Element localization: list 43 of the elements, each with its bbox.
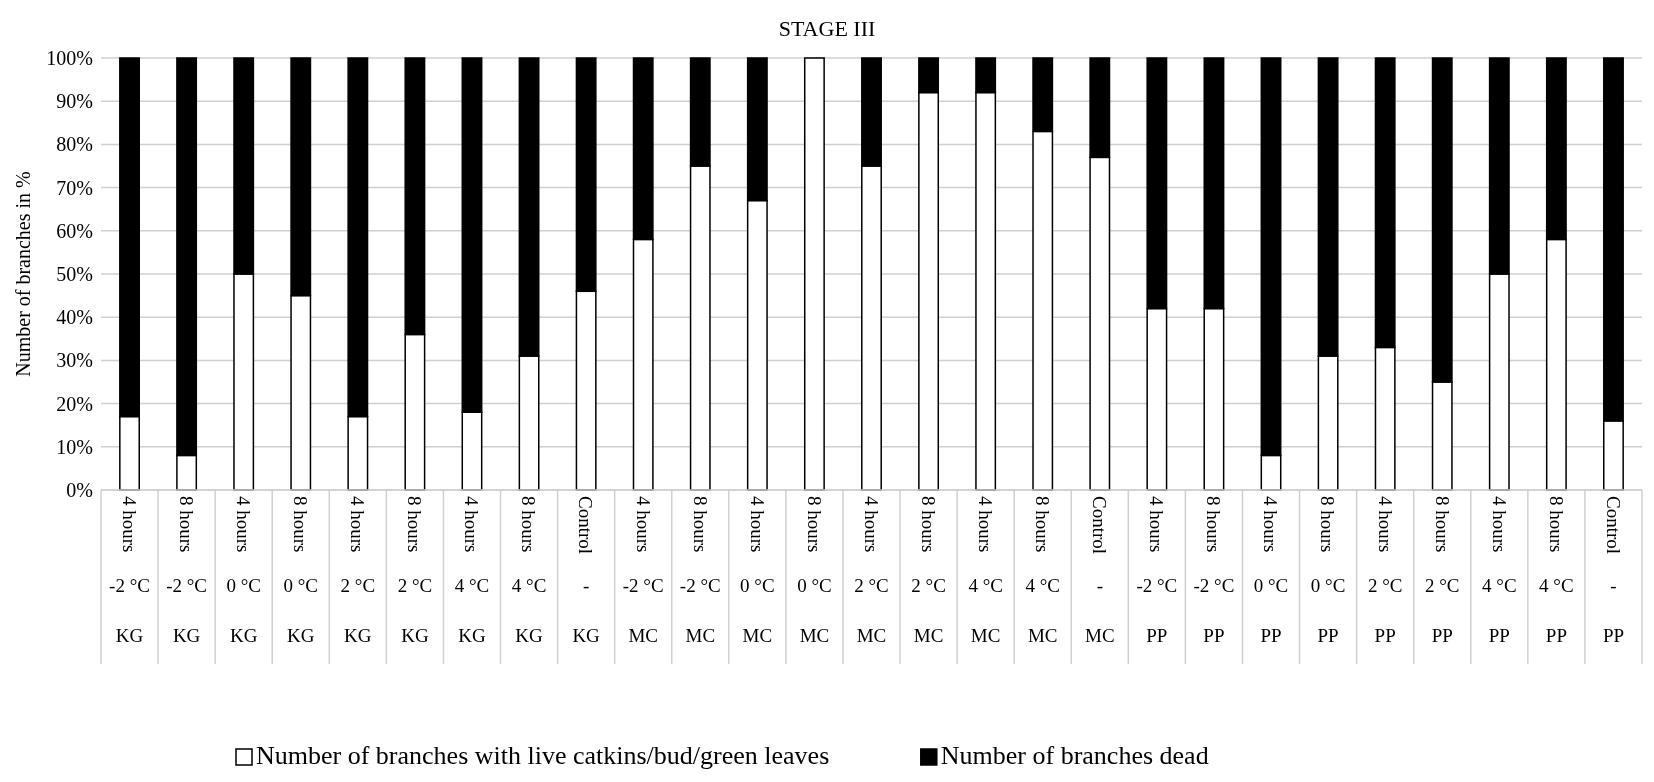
category-label: 4 hours 2 °C PP xyxy=(1367,496,1403,646)
category-label: 8 hours 2 °C KG xyxy=(397,496,433,646)
category-label: 8 hours -2 °C PP xyxy=(1193,496,1235,646)
y-tick-label: 30% xyxy=(56,349,93,372)
category-label: 8 hours 4 °C PP xyxy=(1539,496,1574,646)
category-label: 4 hours 4 °C KG xyxy=(454,496,490,646)
category-label: 8 hours 2 °C PP xyxy=(1424,496,1460,646)
category-label: 4 hours -2 °C MC xyxy=(622,496,664,646)
category-label: 8 hours 4 °C KG xyxy=(511,496,547,646)
legend-label: Number of branches dead xyxy=(940,741,1209,770)
y-tick-label: 40% xyxy=(56,306,93,329)
y-tick-label: 90% xyxy=(56,90,93,113)
bar xyxy=(803,57,825,491)
category-label: 4 hours -2 °C KG xyxy=(109,496,150,646)
y-tick-label: 70% xyxy=(56,176,93,199)
category-label: 8 hours 2 °C MC xyxy=(911,496,946,646)
category-label: 8 hours -2 °C MC xyxy=(679,496,721,646)
category-label: Control - MC xyxy=(1085,496,1115,646)
category-label: 4 hours 0 °C KG xyxy=(226,496,261,646)
category-label: 4 hours -2 °C PP xyxy=(1136,496,1178,646)
category-label: 8 hours 0 °C MC xyxy=(797,496,832,646)
category-label: 8 hours 0 °C PP xyxy=(1310,496,1346,646)
y-tick-label: 100% xyxy=(46,47,93,69)
chart-title: STAGE III xyxy=(778,16,876,41)
category-label: 8 hours 0 °C KG xyxy=(283,496,319,646)
y-tick-label: 60% xyxy=(56,219,93,242)
y-tick-label: 20% xyxy=(56,392,93,415)
category-label: 4 hours 4 °C PP xyxy=(1482,496,1517,646)
legend-label: Number of branches with live catkins/bud/green leaves xyxy=(256,741,830,770)
category-label: 4 hours 4 °C MC xyxy=(968,496,1003,646)
category-label: 4 hours 2 °C KG xyxy=(340,496,376,646)
y-tick-label: 0% xyxy=(66,479,93,501)
category-label: 4 hours 2 °C MC xyxy=(854,496,889,646)
category-label: Control - PP xyxy=(1602,496,1625,646)
category-label: 8 hours -2 °C KG xyxy=(166,496,208,646)
category-label: 4 hours 0 °C PP xyxy=(1253,496,1289,646)
category-label: 4 hours 0 °C MC xyxy=(740,496,775,646)
y-tick-label: 10% xyxy=(56,435,93,458)
category-label: Control - KG xyxy=(572,496,600,646)
y-tick-label: 80% xyxy=(56,133,93,156)
category-label: 8 hours 4 °C MC xyxy=(1025,496,1060,646)
y-axis-title: Number of branches in % xyxy=(12,171,34,377)
y-tick-label: 50% xyxy=(56,263,93,285)
